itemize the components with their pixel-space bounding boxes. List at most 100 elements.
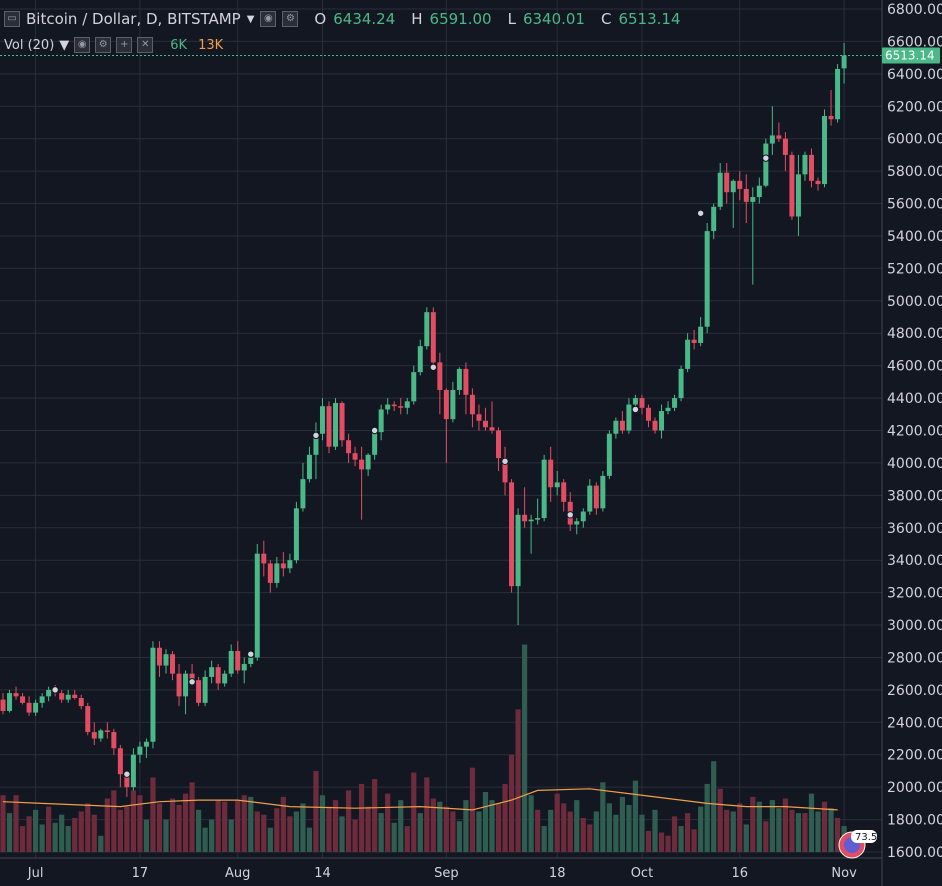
y-tick-label: 6600.00 [887,34,942,50]
candle-body [306,454,312,480]
y-tick-label: 5600.00 [887,197,942,213]
time-axis[interactable]: Jul 17 Aug 14 Sep 18 Oct 16 Nov [27,866,857,881]
y-tick-label: 4000.00 [887,456,942,472]
volume-bar [613,814,619,852]
y-tick-label: 6000.00 [887,132,942,148]
chevron-down-icon[interactable]: ▼ [246,13,255,25]
candle-body [287,560,293,569]
candle-body [548,459,554,488]
symbol-title[interactable]: Bitcoin / Dollar, D, BITSTAMP [26,10,241,28]
candle-body [313,433,319,455]
volume-bar [91,814,97,852]
volume-bar [632,780,639,852]
y-tick-label: 3400.00 [887,553,942,569]
candle-body [202,676,208,703]
candle-body [639,398,645,408]
candle-body [39,696,45,703]
volume-bar [372,779,378,852]
candle-body [274,563,280,583]
candle-body [711,206,717,232]
y-tick-label: 5000.00 [887,294,942,310]
volume-bar [13,795,19,852]
candle-body [509,482,515,587]
volume-ma-value: 13K [198,37,224,53]
candle-body [815,180,821,185]
volume-bar [456,821,462,852]
volume-bar [450,811,456,852]
candle-body [561,482,567,502]
x-tick-label: Jul [27,866,44,881]
volume-bar [482,792,489,852]
candle-body [280,563,286,569]
volume-bar [691,829,697,852]
volume-bar [548,809,554,852]
indicator-dot [429,363,438,371]
volume-bar [182,793,189,852]
candle-body [535,518,541,520]
volume-value: 6K [170,37,188,53]
candle-body [209,667,215,677]
candle-body [665,407,671,412]
y-tick-label: 6400.00 [887,67,942,83]
candle-body [652,420,658,431]
candle-body [496,430,502,459]
candle-body [606,433,612,476]
y-tick-label: 2400.00 [887,715,942,731]
volume-bar [345,790,352,852]
plus-icon[interactable]: + [116,37,133,53]
candle-body [222,673,228,684]
candle-body [254,553,260,658]
flag-badge[interactable]: 73.5 [838,830,877,859]
volume-bar [561,803,567,852]
candle-body [91,732,97,739]
candle-body [33,702,39,713]
candle-body [339,402,345,441]
collapse-icon[interactable]: ▭ [4,11,20,27]
close-icon[interactable]: ✕ [137,37,154,53]
volume-bar [782,798,788,852]
volume-legend: Vol (20) ▼ ◉ ⚙ + ✕ 6K 13K [4,37,223,53]
volume-bar [111,790,117,852]
chevron-down-icon[interactable]: ▼ [59,37,70,53]
candle-body [822,115,828,185]
volume-bar [404,826,410,852]
candle-body [698,326,704,343]
volume-bar [821,801,828,852]
volume-bar [398,800,404,852]
volume-bar [717,788,723,852]
volume-title[interactable]: Vol (20) [4,37,55,53]
candle-body [691,339,697,343]
candle-body [300,479,306,509]
candle-body [835,68,841,120]
volume-bar [828,808,834,852]
volume-bar [46,806,52,852]
settings-icon[interactable]: ⚙ [95,37,112,53]
candle-body [346,440,352,454]
volume-bar [652,809,658,852]
candle-body [750,197,756,202]
settings-icon[interactable]: ⚙ [282,11,299,27]
candle-body [293,508,299,561]
candle-body [333,402,339,447]
volume-bar [202,827,208,852]
candle-body [72,694,78,698]
volume-bar [698,806,704,852]
indicator-dot [123,770,131,778]
volume-bar [19,826,26,852]
eye-icon[interactable]: ◉ [260,11,277,27]
indicator-dot [370,426,379,435]
volume-bar [156,803,163,852]
candle-body [541,459,547,519]
indicator-dot [312,431,320,440]
candle-body [730,180,736,193]
volume-bar [685,813,691,852]
eye-icon[interactable]: ◉ [74,37,91,53]
candle-body [717,172,723,207]
candle-body [385,404,391,410]
low-value: 6340.01 [522,10,585,28]
volume-bar [72,817,78,852]
last-price-label: 6513.14 [882,47,940,64]
x-tick-label: Oct [631,866,653,881]
